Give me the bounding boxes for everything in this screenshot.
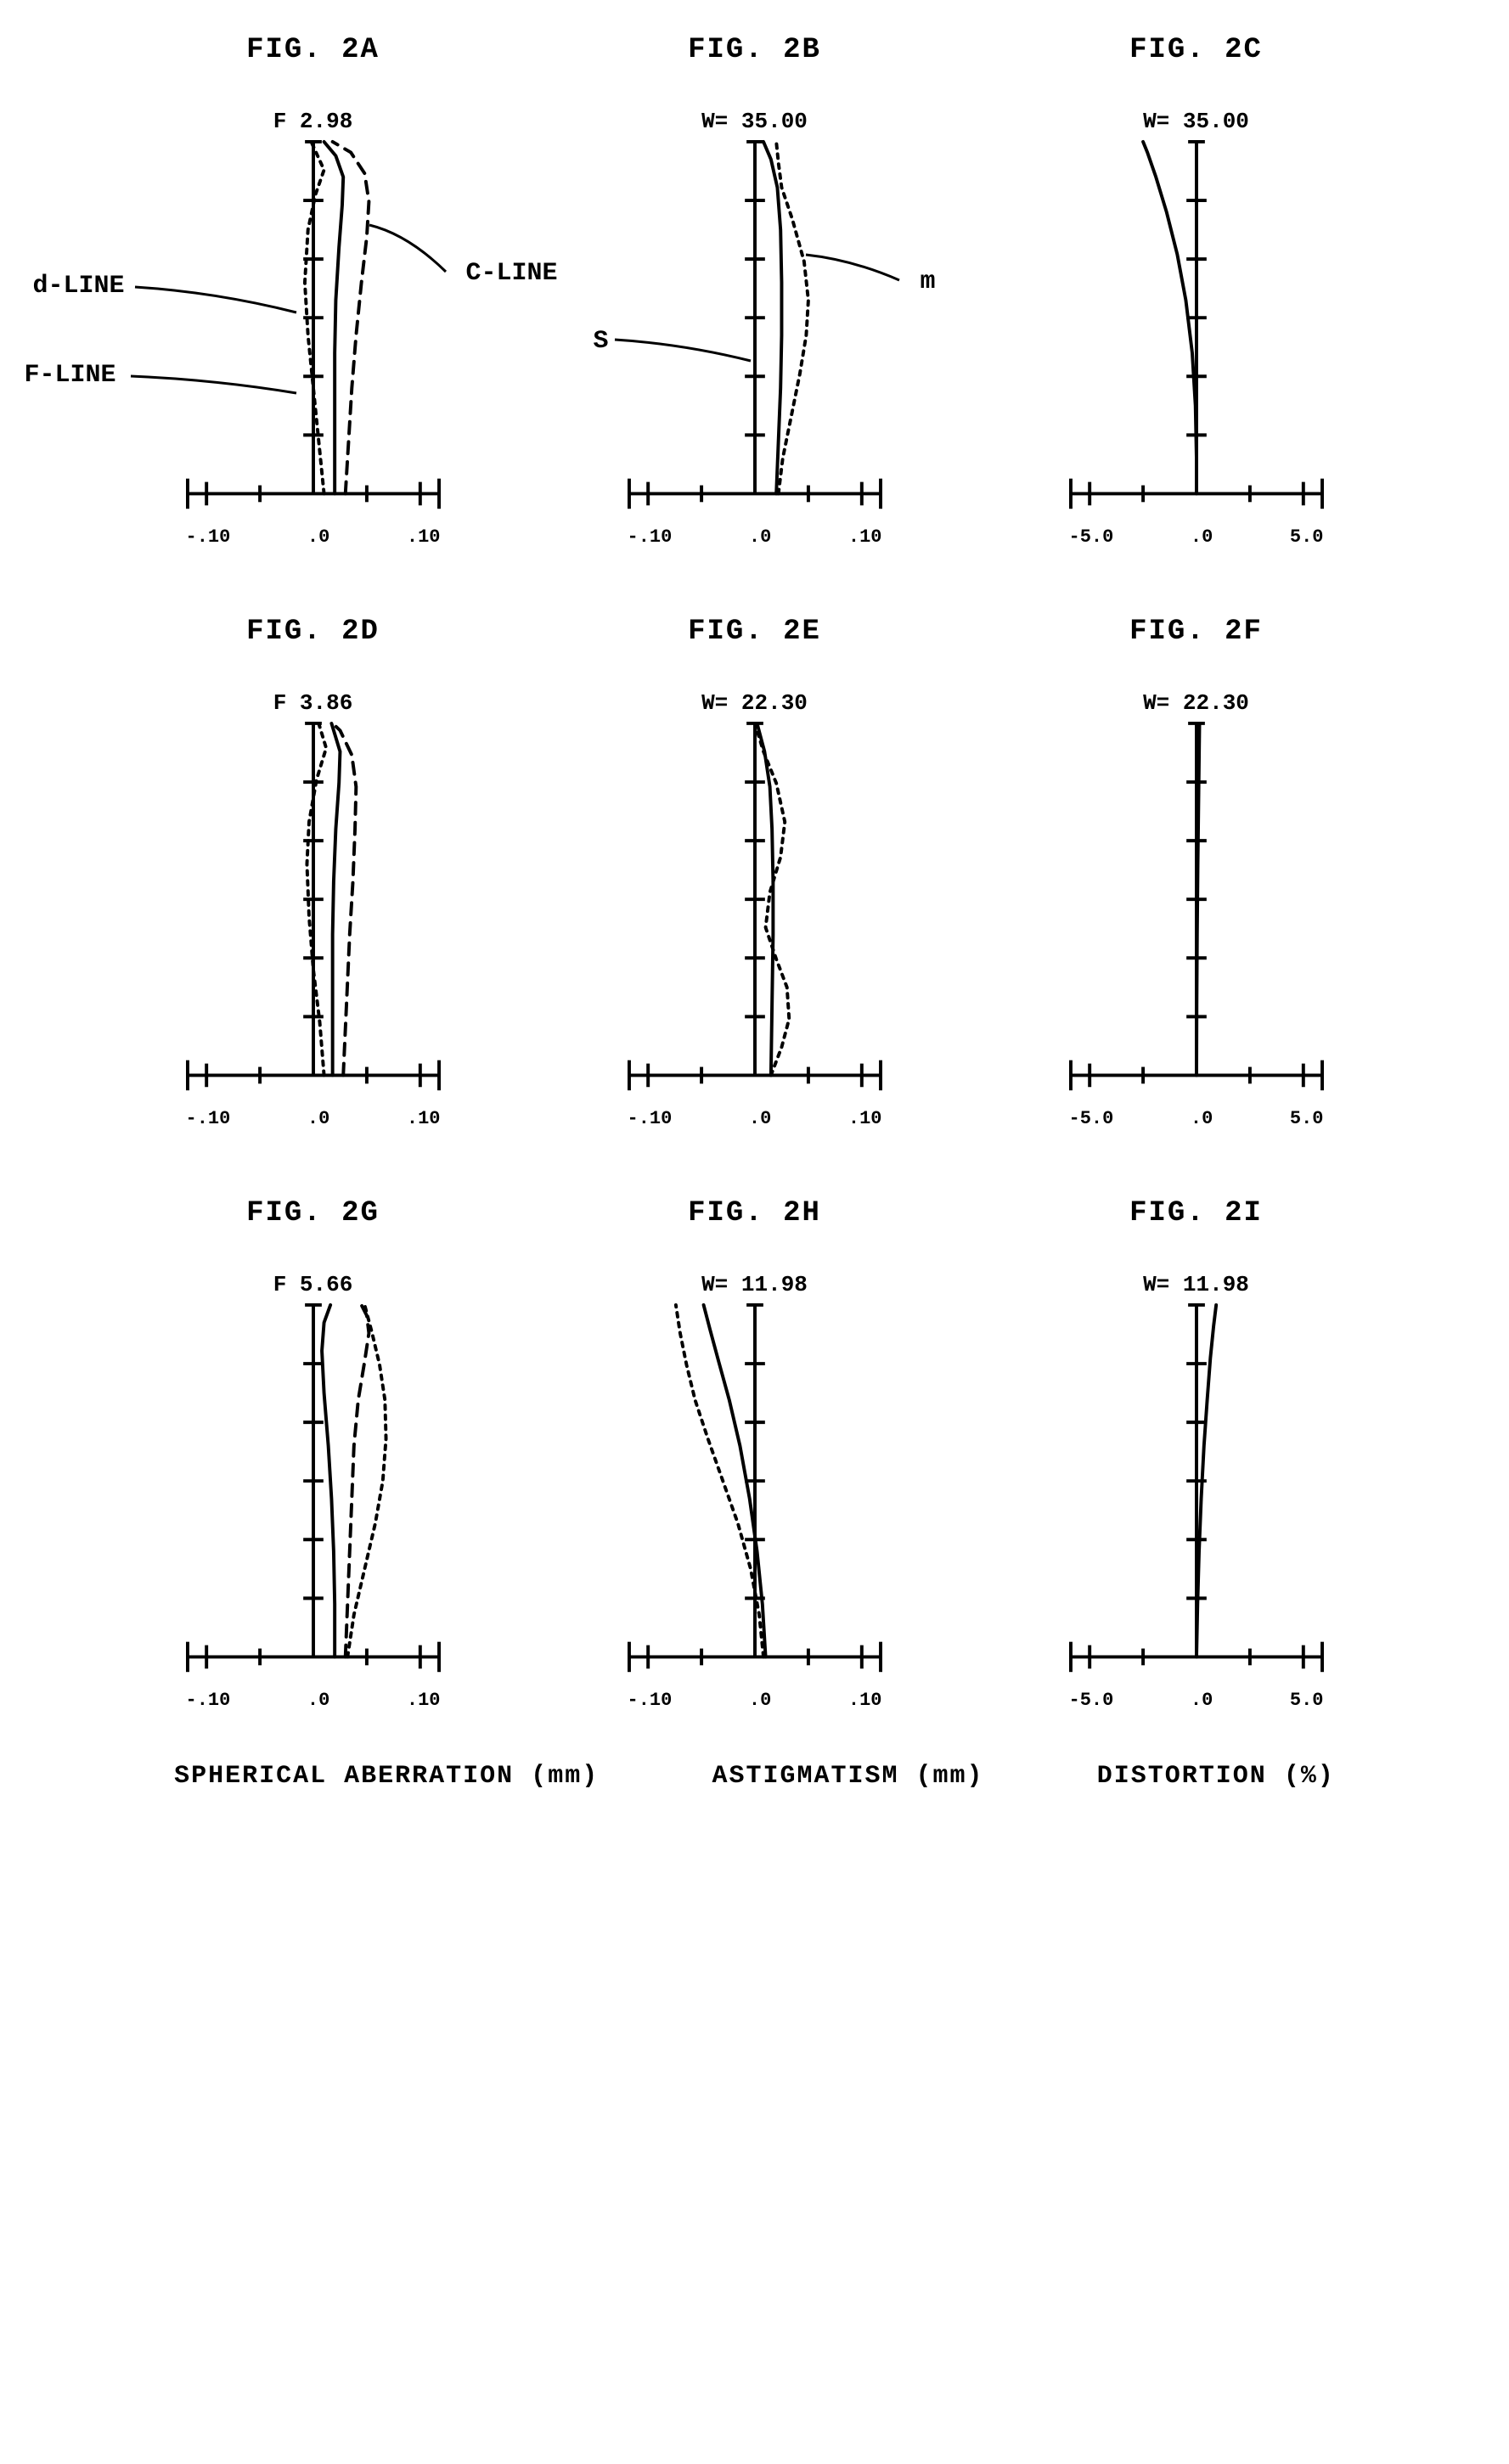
fig-title: FIG. 2C	[1129, 34, 1263, 66]
chart-box	[1069, 139, 1324, 521]
fig-title: FIG. 2E	[688, 616, 821, 648]
panel-2D: FIG. 2D F 3.86 -.10 .0 .10	[118, 616, 509, 1129]
panel-2E: FIG. 2E W= 22.30 -.10 .0 .10	[560, 616, 950, 1129]
chart-box	[628, 1302, 882, 1685]
col3-label: DISTORTION (%)	[1097, 1762, 1335, 1791]
column-labels-row: SPHERICAL ABERRATION (mm) ASTIGMATISM (m…	[118, 1762, 1392, 1791]
x-tick-left: -5.0	[1069, 1108, 1114, 1129]
chart-box	[186, 721, 441, 1103]
fig-title: FIG. 2I	[1129, 1197, 1263, 1229]
fig-title: FIG. 2F	[1129, 616, 1263, 648]
chart-box	[1069, 721, 1324, 1103]
panel-2F: FIG. 2F W= 22.30 -5.0 .0 5.0	[1001, 616, 1392, 1129]
x-tick-left: -.10	[186, 1108, 231, 1129]
top-label: W= 11.98	[1143, 1272, 1249, 1297]
x-tick-labels: -.10 .0 .10	[628, 1690, 882, 1711]
top-label: W= 11.98	[701, 1272, 808, 1297]
x-tick-mid: .0	[307, 1108, 329, 1129]
x-tick-mid: .0	[749, 1108, 771, 1129]
chart-box	[1069, 1302, 1324, 1685]
panel-2A: FIG. 2AF 2.98 -.10 .0 .10d-LINEF-LINEC-L…	[118, 34, 509, 548]
x-tick-left: -.10	[628, 1108, 673, 1129]
top-label: W= 35.00	[1143, 109, 1249, 134]
col2-label: ASTIGMATISM (mm)	[712, 1762, 983, 1791]
x-tick-labels: -.10 .0 .10	[186, 1690, 441, 1711]
x-tick-mid: .0	[1191, 1108, 1213, 1129]
panel-2H: FIG. 2H W= 11.98 -.10 .0 .10	[560, 1197, 950, 1711]
x-tick-mid: .0	[307, 1690, 329, 1711]
top-label: W= 35.00	[701, 109, 808, 134]
fig-title: FIG. 2H	[688, 1197, 821, 1229]
x-tick-right: 5.0	[1290, 1108, 1324, 1129]
panel-2I: FIG. 2I W= 11.98 -5.0 .0 5.0	[1001, 1197, 1392, 1711]
x-tick-labels: -5.0 .0 5.0	[1069, 1690, 1324, 1711]
annotation-s: S	[594, 327, 609, 356]
x-tick-left: -5.0	[1069, 1690, 1114, 1711]
top-label: F 3.86	[273, 690, 353, 716]
x-tick-labels: -.10 .0 .10	[628, 1108, 882, 1129]
fig-title: FIG. 2G	[246, 1197, 380, 1229]
annotation-c-line: C-LINE	[466, 259, 558, 288]
panel-2G: FIG. 2G F 5.66 -.10 .0 .10	[118, 1197, 509, 1711]
top-label: W= 22.30	[701, 690, 808, 716]
annotation-f-line: F-LINE	[25, 361, 116, 390]
x-tick-right: .10	[848, 1690, 882, 1711]
x-tick-right: .10	[848, 526, 882, 548]
x-tick-right: 5.0	[1290, 1690, 1324, 1711]
x-tick-left: -5.0	[1069, 526, 1114, 548]
x-tick-mid: .0	[749, 1690, 771, 1711]
panel-2B: FIG. 2B W= 35.00 -.10 .0 .10 Sm	[560, 34, 950, 548]
x-tick-labels: -5.0 .0 5.0	[1069, 1108, 1324, 1129]
top-label: F 5.66	[273, 1272, 353, 1297]
x-tick-labels: -.10 .0 .10	[628, 526, 882, 548]
top-label: W= 22.30	[1143, 690, 1249, 716]
x-tick-right: .10	[407, 1108, 441, 1129]
annotation-m: m	[921, 267, 936, 296]
chart-box	[628, 721, 882, 1103]
x-tick-right: .10	[407, 526, 441, 548]
x-tick-right: 5.0	[1290, 526, 1324, 548]
fig-title: FIG. 2A	[246, 34, 380, 66]
x-tick-left: -.10	[628, 526, 673, 548]
x-tick-mid: .0	[307, 526, 329, 548]
chart-box	[628, 139, 882, 521]
panel-2C: FIG. 2C W= 35.00 -5.0 .0 5.0	[1001, 34, 1392, 548]
x-tick-right: .10	[407, 1690, 441, 1711]
annotation-d-line: d-LINE	[33, 272, 125, 301]
x-tick-right: .10	[848, 1108, 882, 1129]
x-tick-left: -.10	[186, 1690, 231, 1711]
fig-title: FIG. 2D	[246, 616, 380, 648]
x-tick-labels: -.10 .0 .10	[186, 1108, 441, 1129]
top-label: F 2.98	[273, 109, 353, 134]
x-tick-mid: .0	[749, 526, 771, 548]
x-tick-mid: .0	[1191, 1690, 1213, 1711]
x-tick-left: -.10	[186, 526, 231, 548]
x-tick-mid: .0	[1191, 526, 1213, 548]
chart-box	[186, 139, 441, 521]
x-tick-labels: -.10 .0 .10	[186, 526, 441, 548]
x-tick-labels: -5.0 .0 5.0	[1069, 526, 1324, 548]
chart-box	[186, 1302, 441, 1685]
fig-title: FIG. 2B	[688, 34, 821, 66]
chart-grid: FIG. 2AF 2.98 -.10 .0 .10d-LINEF-LINEC-L…	[118, 34, 1392, 1711]
col1-label: SPHERICAL ABERRATION (mm)	[174, 1762, 599, 1791]
x-tick-left: -.10	[628, 1690, 673, 1711]
